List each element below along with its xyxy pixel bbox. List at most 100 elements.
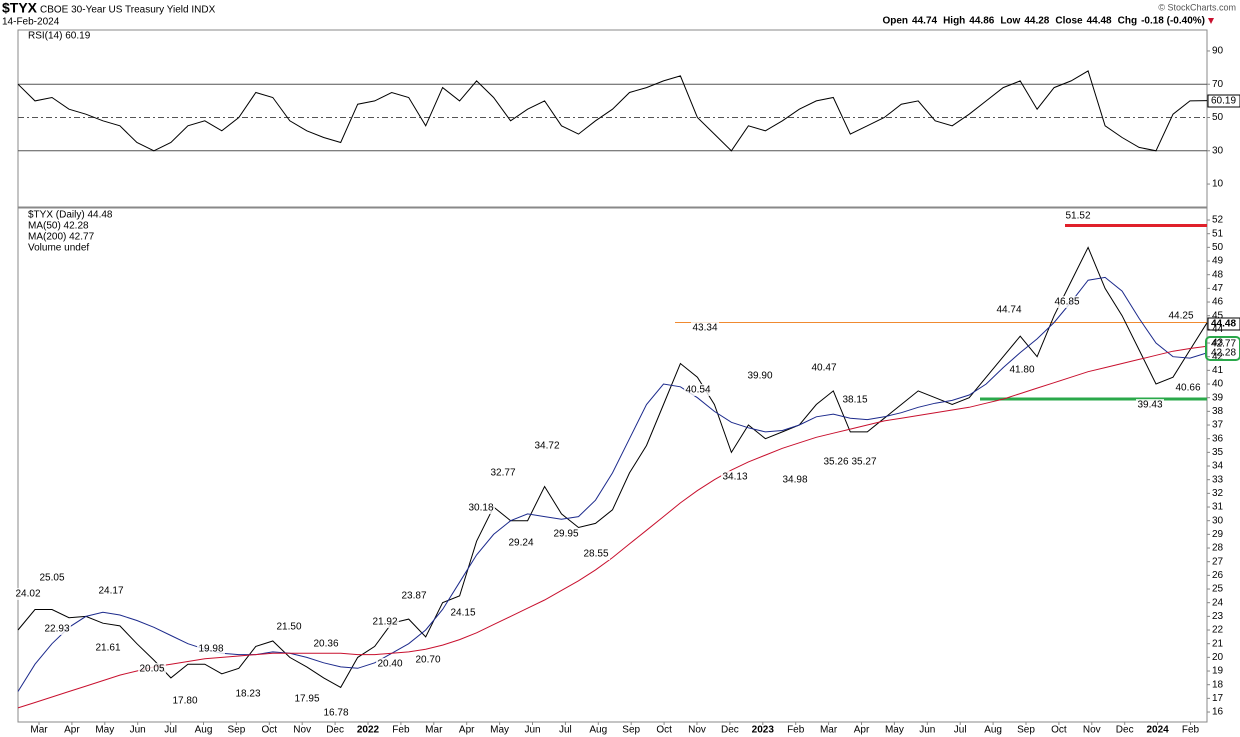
annotation-bg: [841, 394, 869, 406]
legend-entry: Volume undef: [28, 243, 89, 254]
quote-value: 44.48: [1087, 16, 1112, 27]
y-tick-label: 44: [1212, 324, 1224, 335]
price-annotation: 40.47: [811, 363, 836, 374]
credit: © StockCharts.com: [1158, 2, 1236, 12]
price-annotation: 20.36: [313, 639, 338, 650]
x-tick-label: May: [490, 725, 509, 736]
rsi-line: [17, 70, 1208, 152]
y-tick-label: 49: [1212, 256, 1224, 267]
y-tick-label: 25: [1212, 584, 1224, 595]
x-tick-label: Dec: [326, 725, 344, 736]
annotation-bg: [507, 537, 535, 549]
annotation-bg: [822, 456, 850, 468]
quote-label: High: [943, 16, 965, 27]
y-tick-label: 17: [1212, 693, 1224, 704]
y-tick-label: 23: [1212, 611, 1224, 622]
x-tick-label: Dec: [721, 725, 739, 736]
price-annotation: 23.87: [401, 591, 426, 602]
price-annotation: 28.55: [583, 549, 608, 560]
y-tick-label: 29: [1212, 529, 1224, 540]
price-annotation: 29.24: [508, 538, 533, 549]
x-tick-label: Jul: [164, 725, 177, 736]
y-tick-label: 37: [1212, 420, 1224, 431]
annotation-bg: [467, 502, 495, 514]
quote: -0.18 (-0.40%) Chg 44.48 Close 44.28 Low 44.86…: [882, 16, 1214, 27]
price-annotation: 40.66: [1175, 383, 1200, 394]
price-annotation: 29.95: [553, 529, 578, 540]
y-tick-label: 18: [1212, 679, 1224, 690]
annotation-bg: [850, 456, 878, 468]
quote-value: 44.74: [912, 16, 937, 27]
annotation-bg: [293, 693, 321, 705]
y-tick-label: 42: [1212, 351, 1224, 362]
x-tick-label: Apr: [459, 725, 475, 736]
annotation-bg: [721, 471, 749, 483]
x-tick-label: Jul: [954, 725, 967, 736]
y-tick-label: 19: [1212, 666, 1224, 677]
price-annotation: 34.98: [782, 475, 807, 486]
annotation-bg: [197, 643, 225, 655]
y-tick-label: 46: [1212, 297, 1224, 308]
price-annotation: 16.78: [323, 708, 348, 719]
x-tick-label: Jun: [130, 725, 146, 736]
y-tick-label: 90: [1212, 46, 1224, 57]
last-value: 42.77: [1211, 339, 1236, 350]
x-tick-label: Dec: [1116, 725, 1134, 736]
y-tick-label: 30: [1212, 145, 1224, 156]
price-annotation: 35.26: [823, 457, 848, 468]
change-arrow: [1208, 18, 1214, 24]
y-tick-label: 10: [1212, 179, 1224, 190]
annotation-bg: [489, 467, 517, 479]
x-tick-label: May: [95, 725, 114, 736]
y-tick-label: 27: [1212, 556, 1224, 567]
y-tick-label: 34: [1212, 461, 1224, 472]
x-tick-label: Oct: [262, 725, 278, 736]
annotation-bg: [533, 440, 561, 452]
price-annotation: 20.40: [377, 659, 402, 670]
legend-entry: RSI(14) 60.19: [28, 31, 91, 42]
price-annotation: 24.17: [98, 586, 123, 597]
last-value: 44.48: [1211, 319, 1236, 330]
y-tick-label: 31: [1212, 502, 1224, 513]
annotation-bg: [746, 370, 774, 382]
y-tick-label: 30: [1212, 515, 1224, 526]
last-value-box: [1207, 94, 1240, 108]
price-annotation: 39.43: [1137, 400, 1162, 411]
last-value: 60.19: [1211, 96, 1236, 107]
annotation-bg: [1167, 310, 1195, 322]
x-tick-label: Nov: [688, 725, 706, 736]
y-tick-label: 20: [1212, 652, 1224, 663]
x-tick-label: Feb: [787, 725, 805, 736]
price-annotation: 40.54: [685, 385, 710, 396]
y-tick-label: 35: [1212, 447, 1224, 458]
y-tick-label: 28: [1212, 543, 1224, 554]
price-annotation: 25.05: [39, 573, 64, 584]
annotation-bg: [322, 707, 350, 719]
annotation-bg: [1053, 296, 1081, 308]
x-tick-label: 2022: [357, 725, 380, 736]
annotation-bg: [371, 616, 399, 628]
annotation-bg: [376, 658, 404, 670]
x-tick-label: Oct: [656, 725, 672, 736]
y-tick-label: 32: [1212, 488, 1224, 499]
price-annotation: 20.70: [415, 655, 440, 666]
last-value: 42.28: [1211, 348, 1236, 359]
annotation-bg: [552, 528, 580, 540]
quote-label: Close: [1055, 16, 1083, 27]
price-annotation: 21.61: [95, 643, 120, 654]
x-tick-label: Mar: [425, 725, 443, 736]
price-annotation: 34.13: [722, 472, 747, 483]
x-tick-label: 2024: [1146, 725, 1169, 736]
annotation-bg: [691, 322, 719, 334]
date: 14-Feb-2024: [2, 17, 60, 28]
price-annotation: 21.92: [372, 617, 397, 628]
rsi-panel: [17, 29, 1208, 208]
y-tick-label: 48: [1212, 269, 1224, 280]
annotation-bg: [14, 588, 42, 600]
y-tick-label: 52: [1212, 215, 1224, 226]
annotation-bg: [97, 585, 125, 597]
y-tick-label: 40: [1212, 379, 1224, 390]
legend-entry: MA(50) 42.28: [28, 221, 89, 232]
annotation-bg: [995, 304, 1023, 316]
annotation-bg: [1136, 399, 1164, 411]
